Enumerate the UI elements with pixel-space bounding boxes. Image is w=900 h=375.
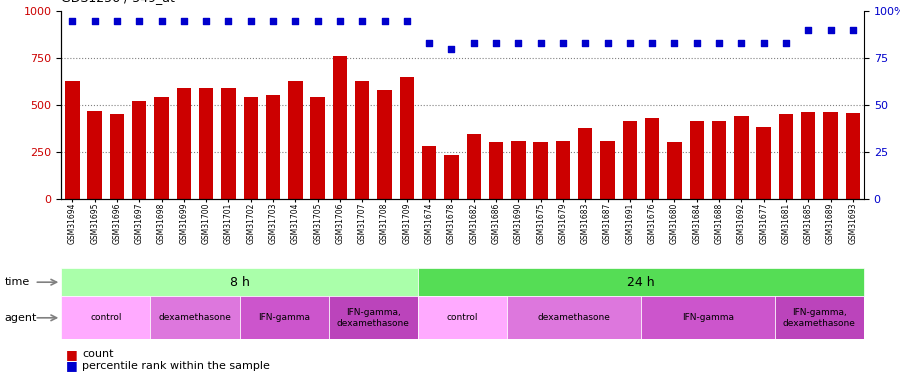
Point xyxy=(244,18,258,24)
Text: control: control xyxy=(90,314,122,322)
Point xyxy=(65,18,79,24)
Bar xyxy=(176,88,191,199)
Bar xyxy=(801,112,815,199)
Point xyxy=(734,40,749,46)
Point xyxy=(600,40,615,46)
Bar xyxy=(266,95,280,199)
Text: IFN-gamma: IFN-gamma xyxy=(258,314,310,322)
Bar xyxy=(508,296,641,339)
Bar xyxy=(377,90,392,199)
Point xyxy=(400,18,414,24)
Point xyxy=(555,40,571,46)
Bar xyxy=(355,81,370,199)
Point xyxy=(155,18,169,24)
Bar xyxy=(221,88,236,199)
Bar xyxy=(466,134,481,199)
Bar xyxy=(846,113,860,199)
Point xyxy=(355,18,370,24)
Text: GDS1256 / 549_at: GDS1256 / 549_at xyxy=(61,0,176,4)
Bar xyxy=(511,141,526,199)
Point xyxy=(712,40,726,46)
Bar xyxy=(667,142,681,199)
Text: agent: agent xyxy=(4,313,37,323)
Point xyxy=(333,18,347,24)
Point xyxy=(87,18,102,24)
Bar xyxy=(734,116,749,199)
Text: ■: ■ xyxy=(66,359,77,372)
Bar xyxy=(778,114,793,199)
Bar xyxy=(534,142,548,199)
Bar xyxy=(310,97,325,199)
Bar xyxy=(199,88,213,199)
Point xyxy=(288,18,302,24)
Point xyxy=(266,18,280,24)
Text: IFN-gamma,
dexamethasone: IFN-gamma, dexamethasone xyxy=(337,308,410,327)
Point xyxy=(445,46,459,52)
Bar xyxy=(689,121,704,199)
Bar xyxy=(61,296,150,339)
Point xyxy=(132,18,147,24)
Bar xyxy=(445,154,459,199)
Point xyxy=(466,40,481,46)
Bar xyxy=(756,128,771,199)
Point xyxy=(199,18,213,24)
Bar xyxy=(600,141,615,199)
Bar xyxy=(555,141,571,199)
Bar xyxy=(645,118,660,199)
Point xyxy=(756,40,770,46)
Bar xyxy=(824,112,838,199)
Point xyxy=(534,40,548,46)
Text: ■: ■ xyxy=(66,348,77,361)
Text: IFN-gamma,
dexamethasone: IFN-gamma, dexamethasone xyxy=(783,308,856,327)
Text: dexamethasone: dexamethasone xyxy=(158,314,231,322)
Bar xyxy=(400,77,414,199)
Point xyxy=(846,27,860,33)
Text: IFN-gamma: IFN-gamma xyxy=(682,314,734,322)
Point xyxy=(176,18,191,24)
Bar xyxy=(61,268,418,296)
Bar xyxy=(623,121,637,199)
Point xyxy=(645,40,660,46)
Bar xyxy=(333,56,347,199)
Text: 24 h: 24 h xyxy=(627,276,655,289)
Point xyxy=(623,40,637,46)
Text: time: time xyxy=(4,277,30,287)
Bar xyxy=(418,268,864,296)
Point xyxy=(778,40,793,46)
Point xyxy=(511,40,526,46)
Bar xyxy=(775,296,864,339)
Point xyxy=(824,27,838,33)
Bar xyxy=(288,81,302,199)
Point xyxy=(422,40,436,46)
Point xyxy=(801,27,815,33)
Point xyxy=(377,18,392,24)
Bar xyxy=(87,111,102,199)
Point xyxy=(110,18,124,24)
Bar xyxy=(712,121,726,199)
Text: percentile rank within the sample: percentile rank within the sample xyxy=(82,361,270,370)
Bar xyxy=(154,98,169,199)
Bar xyxy=(328,296,418,339)
Point xyxy=(221,18,236,24)
Bar xyxy=(641,296,775,339)
Bar xyxy=(422,146,436,199)
Bar xyxy=(110,114,124,199)
Point xyxy=(578,40,592,46)
Bar xyxy=(132,101,147,199)
Bar xyxy=(65,81,79,199)
Bar xyxy=(489,141,503,199)
Text: control: control xyxy=(446,314,479,322)
Point xyxy=(489,40,503,46)
Bar xyxy=(418,296,508,339)
Bar xyxy=(239,296,328,339)
Text: 8 h: 8 h xyxy=(230,276,249,289)
Point xyxy=(667,40,681,46)
Text: dexamethasone: dexamethasone xyxy=(537,314,610,322)
Bar xyxy=(578,128,592,199)
Bar xyxy=(244,98,258,199)
Bar xyxy=(150,296,239,339)
Point xyxy=(689,40,704,46)
Text: count: count xyxy=(82,350,113,359)
Point xyxy=(310,18,325,24)
